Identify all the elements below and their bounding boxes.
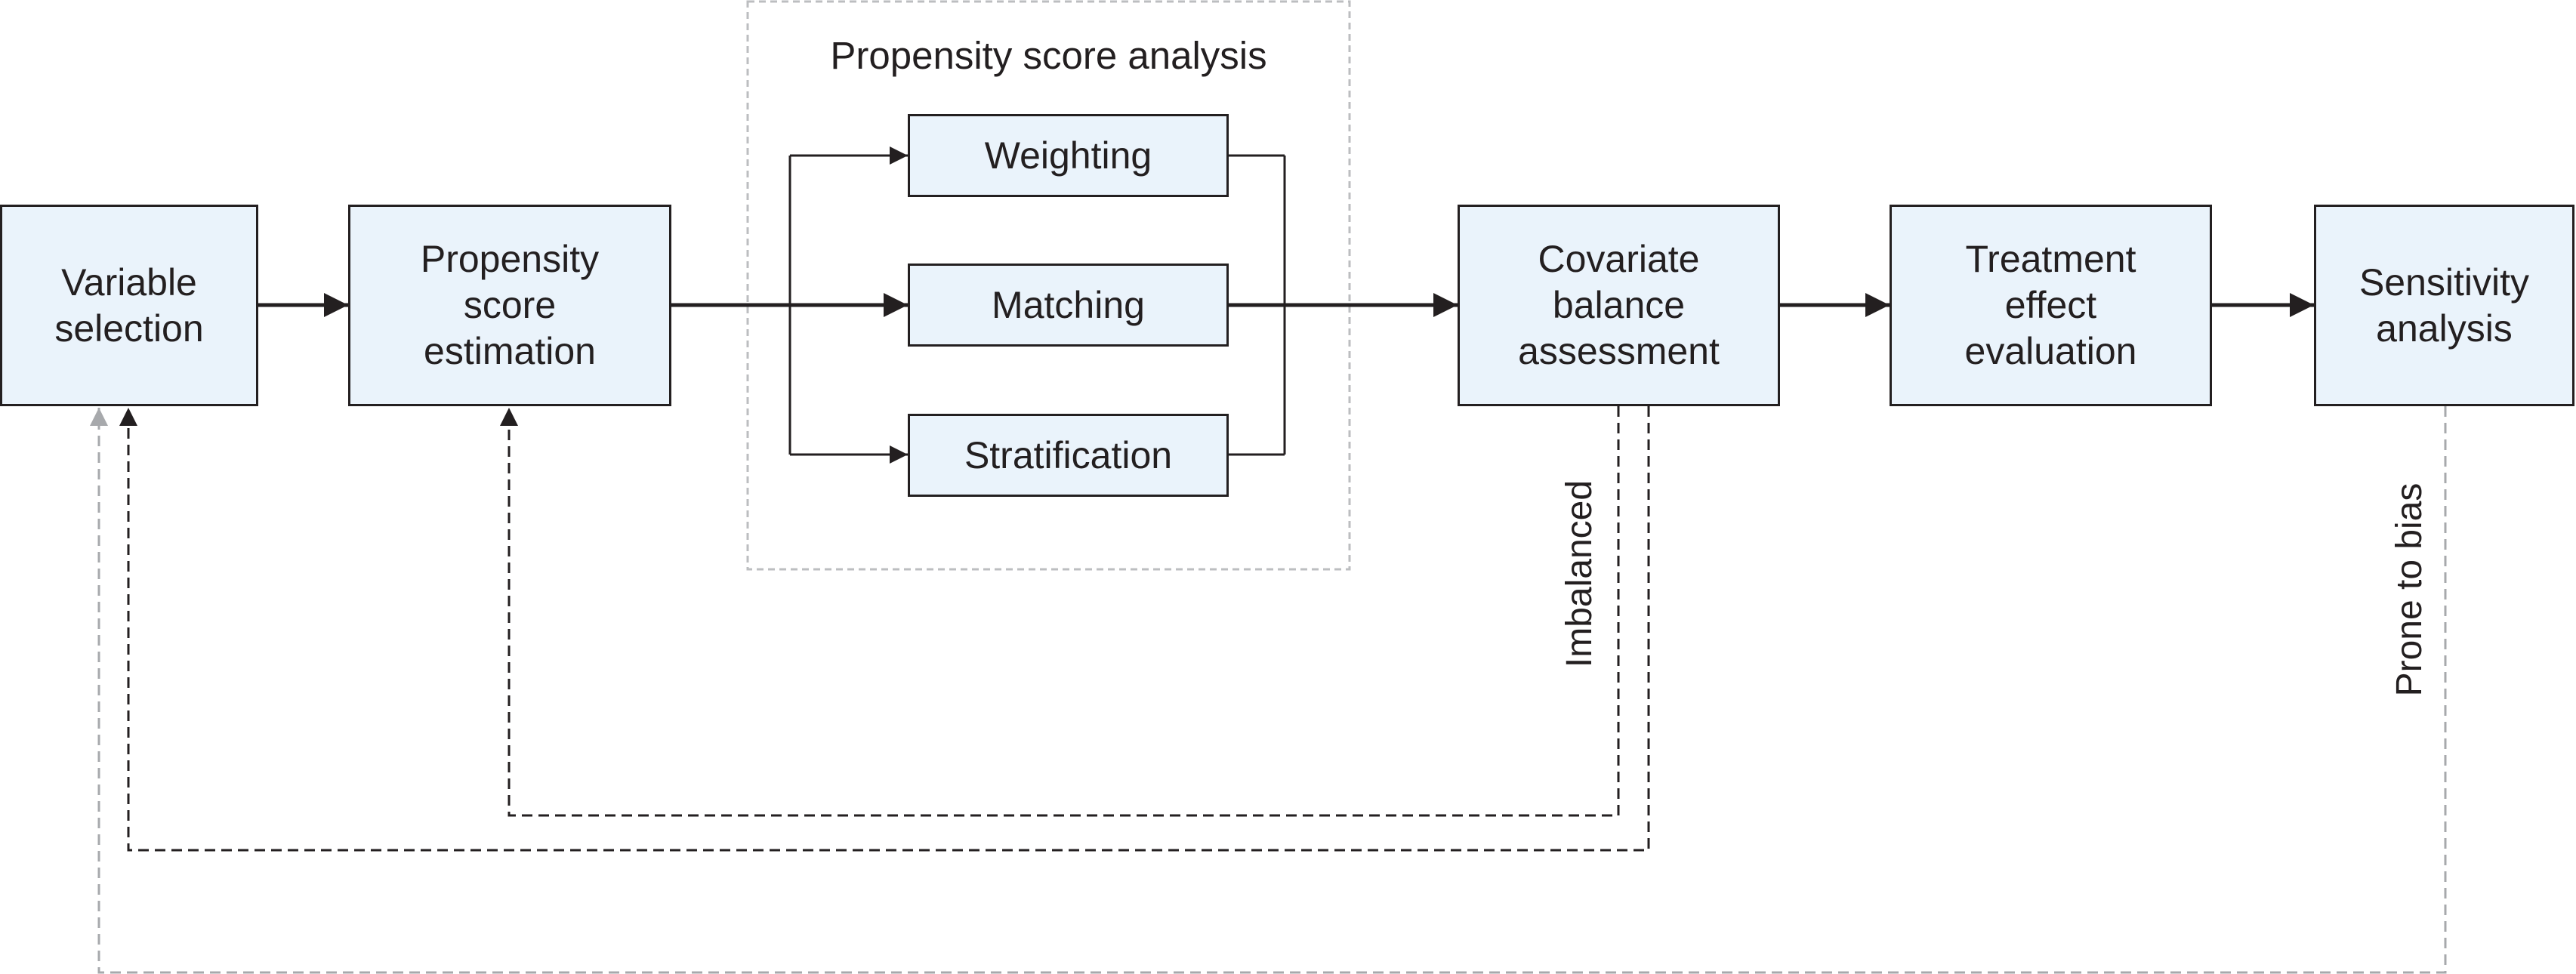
feedback-imbalanced-to-var	[119, 406, 1650, 852]
feedback-imbalanced-to-ps	[500, 406, 1620, 817]
node-line: Variable	[61, 260, 197, 304]
node-line: effect	[2004, 284, 2097, 326]
node-line: Matching	[992, 283, 1145, 326]
node-stratification: Stratification	[908, 414, 1229, 497]
node-treatment-effect-evaluation: Treatment effect evaluation	[1890, 205, 2212, 406]
node-line: Sensitivity	[2359, 260, 2530, 304]
node-line: score	[463, 284, 557, 326]
node-variable-selection: Variable selection	[0, 205, 258, 406]
node-line: assessment	[1518, 330, 1720, 372]
node-line: analysis	[2376, 307, 2513, 350]
node-line: estimation	[424, 330, 596, 372]
feedback-bias-to-var	[90, 406, 2447, 974]
node-line: Stratification	[964, 433, 1173, 476]
node-line: Treatment	[1965, 238, 2136, 280]
node-weighting: Weighting	[908, 114, 1229, 197]
node-propensity-score-estimation: Propensity score estimation	[348, 205, 671, 406]
label-prone-to-bias: Prone to bias	[2389, 482, 2429, 697]
node-line: selection	[54, 307, 204, 350]
group-frame	[746, 0, 1351, 571]
node-covariate-balance-assessment: Covariate balance assessment	[1458, 205, 1780, 406]
node-line: Propensity	[420, 238, 600, 280]
node-line: balance	[1552, 284, 1686, 326]
node-matching: Matching	[908, 264, 1229, 347]
label-imbalanced: Imbalanced	[1559, 479, 1600, 668]
node-line: Covariate	[1538, 238, 1700, 280]
node-sensitivity-analysis: Sensitivity analysis	[2314, 205, 2574, 406]
node-line: evaluation	[1964, 330, 2137, 372]
group-title: Propensity score analysis	[830, 34, 1267, 77]
node-line: Weighting	[984, 134, 1152, 177]
